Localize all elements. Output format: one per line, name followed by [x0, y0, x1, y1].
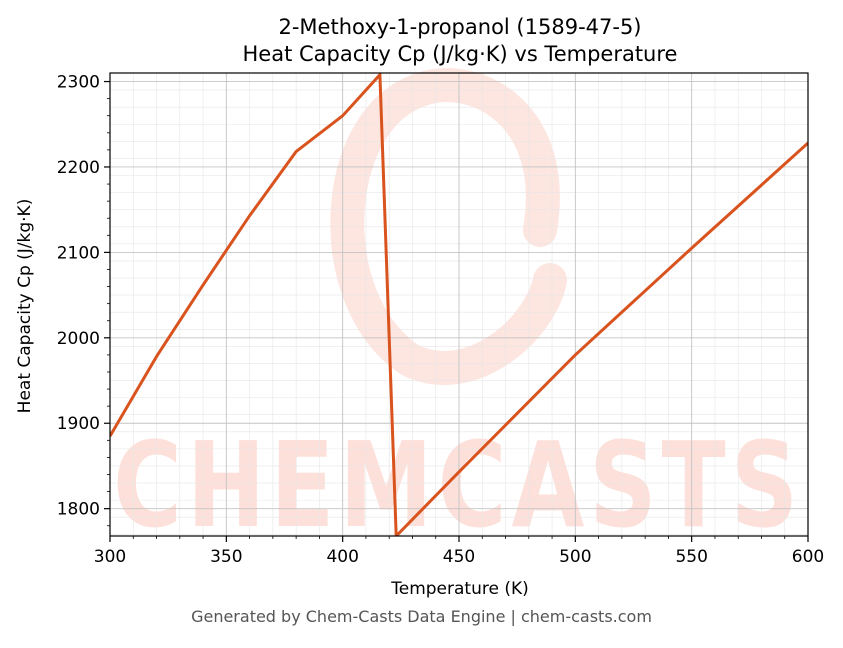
y-tick-label: 1800 [57, 500, 100, 520]
y-tick-label: 1900 [57, 414, 100, 434]
x-tick-label: 300 [94, 547, 126, 567]
watermark-logo [330, 68, 567, 385]
y-tick-label: 2200 [57, 158, 100, 178]
footer-credit: Generated by Chem-Casts Data Engine | ch… [191, 607, 652, 626]
chart-subtitle: Heat Capacity Cp (J/kg·K) vs Temperature [243, 42, 678, 66]
watermark: CHEMCASTS [113, 68, 803, 554]
x-tick-label: 450 [443, 547, 475, 567]
y-tick-label: 2100 [57, 243, 100, 263]
ticks: 300 350 400 450 500 550 600 1800 1900 2000 2100 220… [57, 73, 824, 567]
x-tick-label: 600 [792, 547, 824, 567]
x-tick-label: 500 [559, 547, 591, 567]
x-tick-label: 400 [326, 547, 358, 567]
y-tick-label: 2300 [57, 73, 100, 93]
chart-title: 2-Methoxy-1-propanol (1589-47-5) [278, 15, 641, 39]
x-tick-label: 550 [675, 547, 707, 567]
watermark-text: CHEMCASTS [113, 416, 803, 554]
series-layer [110, 73, 808, 536]
y-tick-label: 2000 [57, 329, 100, 349]
x-axis-label: Temperature (K) [390, 579, 529, 599]
series-line-0 [110, 73, 808, 536]
x-tick-label: 350 [210, 547, 242, 567]
y-axis-label: Heat Capacity Cp (J/kg·K) [15, 199, 35, 414]
